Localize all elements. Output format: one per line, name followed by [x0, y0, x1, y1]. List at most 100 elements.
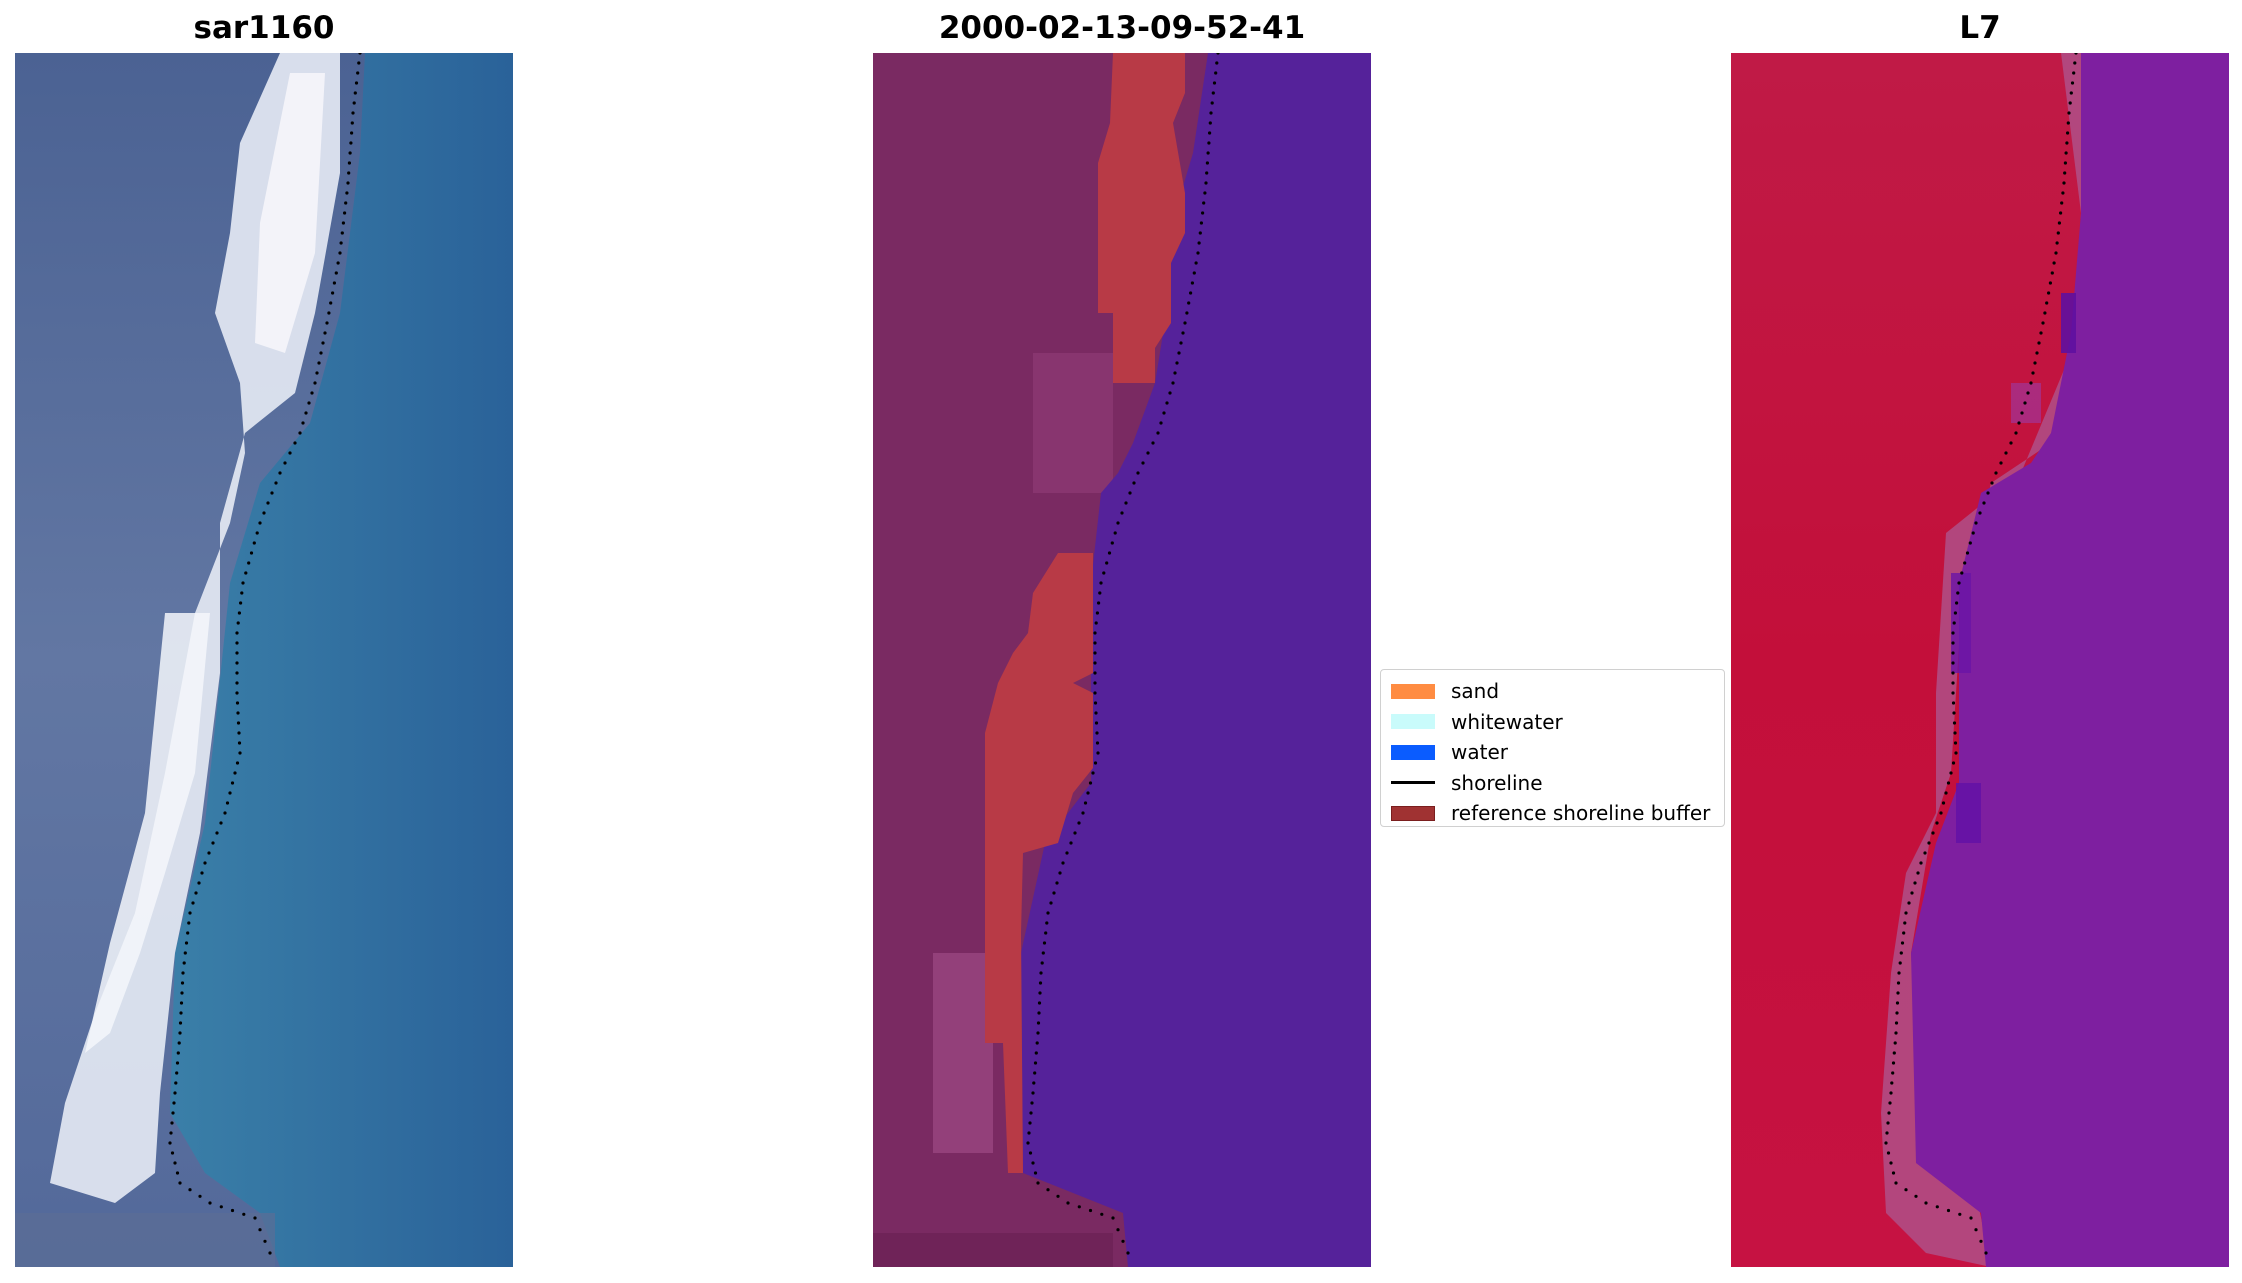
shoreline-dot	[1061, 861, 1065, 865]
shoreline-dot	[223, 811, 227, 815]
shoreline-dot	[1031, 1091, 1035, 1095]
shoreline-dot	[2009, 441, 2013, 445]
panel-title-falsecolor: L7	[1959, 10, 2001, 46]
shoreline-dot	[1199, 221, 1203, 225]
shoreline-dot	[180, 981, 185, 985]
shoreline-dot	[340, 231, 344, 235]
shoreline-dot	[1045, 921, 1049, 925]
shoreline-dot	[188, 1188, 192, 1192]
shoreline-dot	[1093, 691, 1097, 695]
shoreline-dot	[170, 1151, 175, 1155]
shoreline-dot	[1951, 651, 1955, 655]
shoreline-dot	[1891, 1071, 1895, 1075]
shoreline-dot	[252, 541, 256, 545]
shoreline-dot	[180, 991, 184, 995]
shoreline-dot	[1073, 831, 1077, 835]
shoreline-dot	[334, 271, 338, 275]
shoreline-dot	[1124, 501, 1128, 505]
shoreline-dot	[283, 461, 287, 465]
shoreline-dot	[1102, 571, 1106, 575]
shoreline-dot	[304, 411, 308, 415]
shoreline-dot	[2023, 401, 2027, 405]
shoreline-dot	[1091, 771, 1095, 775]
shoreline-dot	[237, 741, 242, 745]
shoreline-dot	[1093, 681, 1097, 685]
shoreline-dot	[1081, 811, 1085, 815]
shoreline-dot	[1941, 801, 1946, 805]
shoreline-dot	[1128, 491, 1132, 495]
shoreline-dot	[258, 521, 262, 525]
shoreline-dot	[1978, 511, 1982, 515]
shoreline-dot	[249, 551, 254, 555]
rgb-image-panel	[15, 53, 513, 1267]
shoreline-dot	[307, 401, 311, 405]
classified-image	[873, 53, 1371, 1267]
shoreline-dot	[1974, 1228, 1978, 1232]
shoreline-dot	[1198, 231, 1202, 235]
shoreline-dot	[1206, 151, 1210, 155]
shoreline-dot	[1038, 981, 1043, 985]
shoreline-dot	[1093, 701, 1098, 705]
shoreline-dot	[1955, 601, 1959, 605]
shoreline-dot	[178, 1031, 182, 1035]
shoreline-dot	[1201, 211, 1205, 215]
shoreline-dot	[1096, 751, 1100, 755]
shoreline-dot	[1903, 921, 1907, 925]
shoreline-dot	[1956, 591, 1960, 595]
shoreline-dot	[1069, 841, 1073, 845]
shoreline-dot	[2026, 391, 2030, 395]
shoreline-dot	[1197, 241, 1201, 245]
shoreline-dot	[327, 311, 331, 315]
shoreline-dot	[1946, 781, 1951, 785]
shoreline-dot	[183, 951, 187, 955]
shoreline-dot	[1986, 491, 1990, 495]
shoreline-dot	[2070, 81, 2075, 85]
shoreline-dot	[1951, 671, 1955, 675]
shoreline-dot	[2004, 451, 2008, 455]
shoreline-dot	[182, 961, 186, 965]
shoreline-dot	[194, 891, 198, 895]
shoreline-dot	[1892, 1051, 1896, 1055]
classified-image-panel	[873, 53, 1371, 1267]
shoreline-dot	[1939, 811, 1943, 815]
shoreline-dot	[1885, 1131, 1889, 1135]
shoreline-dot	[173, 1161, 177, 1165]
shoreline-dot	[175, 1171, 180, 1175]
shoreline-dot	[1036, 1031, 1040, 1035]
shoreline-dot	[1919, 861, 1923, 865]
shoreline-dot	[301, 421, 305, 425]
legend-item-reference-buffer: reference shoreline buffer	[1387, 798, 1718, 829]
shoreline-dot	[175, 1061, 180, 1065]
shoreline-dot	[2057, 221, 2061, 225]
shoreline-dot	[2031, 371, 2035, 375]
shoreline-dot	[1037, 1001, 1042, 1005]
shoreline-dot	[315, 371, 319, 375]
shoreline-dot	[266, 501, 270, 505]
shoreline-dot	[1927, 841, 1931, 845]
shoreline-dot	[1120, 511, 1124, 515]
shoreline-dot	[1151, 441, 1155, 445]
shoreline-dot	[1207, 141, 1211, 145]
shoreline-dot	[1894, 1181, 1898, 1185]
shoreline-dot	[230, 1208, 235, 1213]
shoreline-dot	[1029, 1111, 1033, 1115]
shoreline-dot	[207, 851, 211, 855]
shoreline-dot	[344, 201, 348, 205]
shoreline-dot	[1212, 81, 1217, 85]
shoreline-dot	[1039, 971, 1043, 975]
shoreline-dot	[1086, 791, 1090, 795]
shoreline-dot	[191, 901, 195, 905]
shoreline-dot	[338, 251, 342, 255]
shoreline-dot	[170, 1121, 174, 1125]
shoreline-dot	[1046, 1188, 1050, 1192]
shoreline-dot	[313, 381, 317, 385]
shoreline-dot	[1982, 501, 1986, 505]
shoreline-dot	[240, 591, 244, 595]
shoreline-dot	[1924, 1201, 1928, 1205]
shoreline-dot	[1126, 1251, 1130, 1255]
shoreline-dot	[1042, 941, 1047, 945]
shoreline-dot	[1194, 261, 1198, 265]
shoreline-dot	[2074, 53, 2078, 55]
shoreline-dot	[255, 531, 259, 535]
shoreline-dot	[235, 651, 239, 655]
